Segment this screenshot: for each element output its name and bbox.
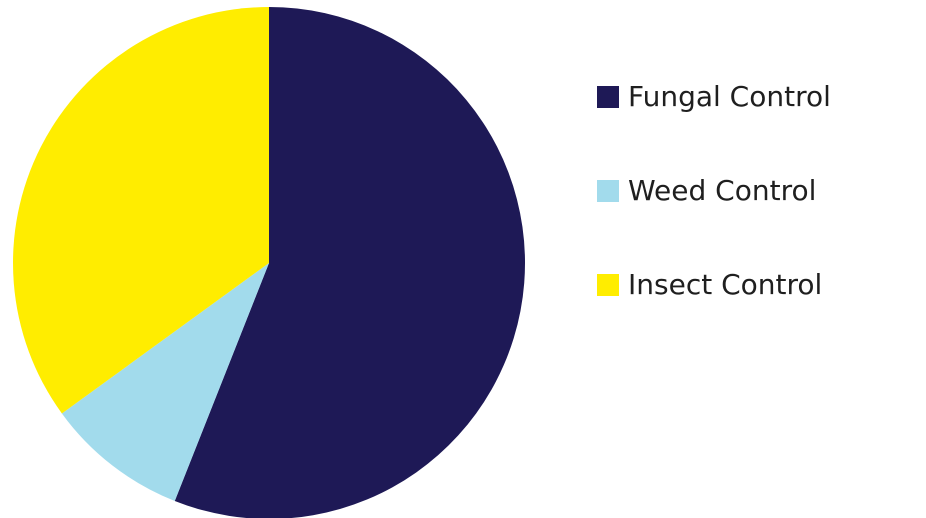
legend-item-insect-control: Insect Control [597,262,917,308]
legend-item-fungal-control: Fungal Control [597,74,917,120]
legend: Fungal Control Weed Control Insect Contr… [597,74,917,308]
pie-slices [13,7,525,518]
legend-label-weed-control: Weed Control [628,174,817,207]
legend-swatch-fungal-control [597,86,619,108]
legend-label-fungal-control: Fungal Control [628,80,831,113]
legend-swatch-insect-control [597,274,619,296]
pie-slice-weed-control [61,263,269,502]
legend-item-weed-control: Weed Control [597,168,917,214]
legend-swatch-weed-control [597,180,619,202]
pie-slice-fungal-control [174,7,525,518]
legend-label-insect-control: Insect Control [628,268,823,301]
pie-slice-insect-control [13,7,269,414]
pie-chart [13,7,525,518]
